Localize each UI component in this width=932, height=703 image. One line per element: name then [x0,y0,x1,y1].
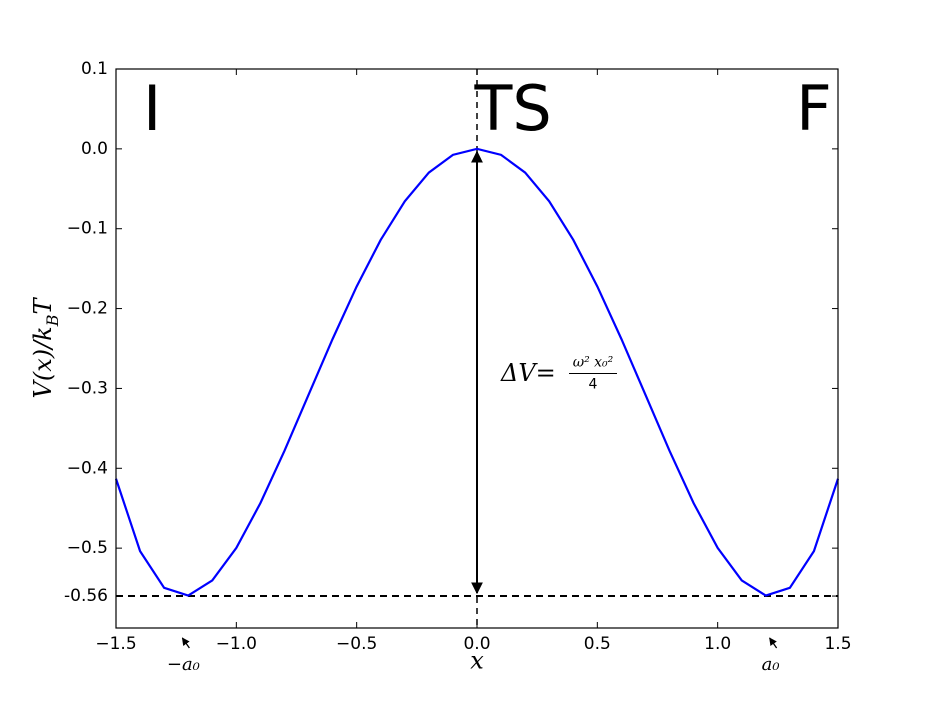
y-tick-label: -0.56 [64,586,108,606]
y-axis-label-part: T [29,297,57,315]
y-tick-label: −0.4 [67,458,108,478]
x-tick-label: 0.0 [463,634,490,654]
region-label: F [796,72,832,145]
minimum-label: a₀ [762,654,780,675]
y-tick-label: −0.3 [67,378,108,398]
y-tick-label: 0.0 [81,139,108,159]
x-tick-label: −1.5 [95,634,136,654]
region-label: I [143,72,161,145]
delta-v-denominator: 4 [589,376,598,392]
y-axis-label: V(x)/kBT [29,297,63,399]
delta-v-lhs: ΔV= [500,359,556,387]
x-axis-label: x [470,647,484,675]
delta-v-numerator: ω² x₀² [573,354,614,370]
y-tick-label: −0.1 [67,219,108,239]
minimum-label: −a₀ [167,654,200,675]
curve [114,147,840,597]
x-tick-label: 1.0 [704,634,731,654]
x-tick-label: −1.0 [216,634,257,654]
x-tick-label: 0.5 [584,634,611,654]
y-axis-label-part: V(x)/k [29,326,57,398]
y-tick-label: 0.1 [81,59,108,79]
minimum-pointer [769,637,778,649]
y-tick-label: −0.5 [67,538,108,558]
x-tick-label: −0.5 [336,634,377,654]
y-tick-label: −0.2 [67,299,108,319]
plot-frame [115,68,839,629]
y-axis-label-part: B [43,314,62,327]
minimum-pointer [181,637,190,649]
x-tick-label: 1.5 [824,634,851,654]
region-label: TS [473,72,551,145]
